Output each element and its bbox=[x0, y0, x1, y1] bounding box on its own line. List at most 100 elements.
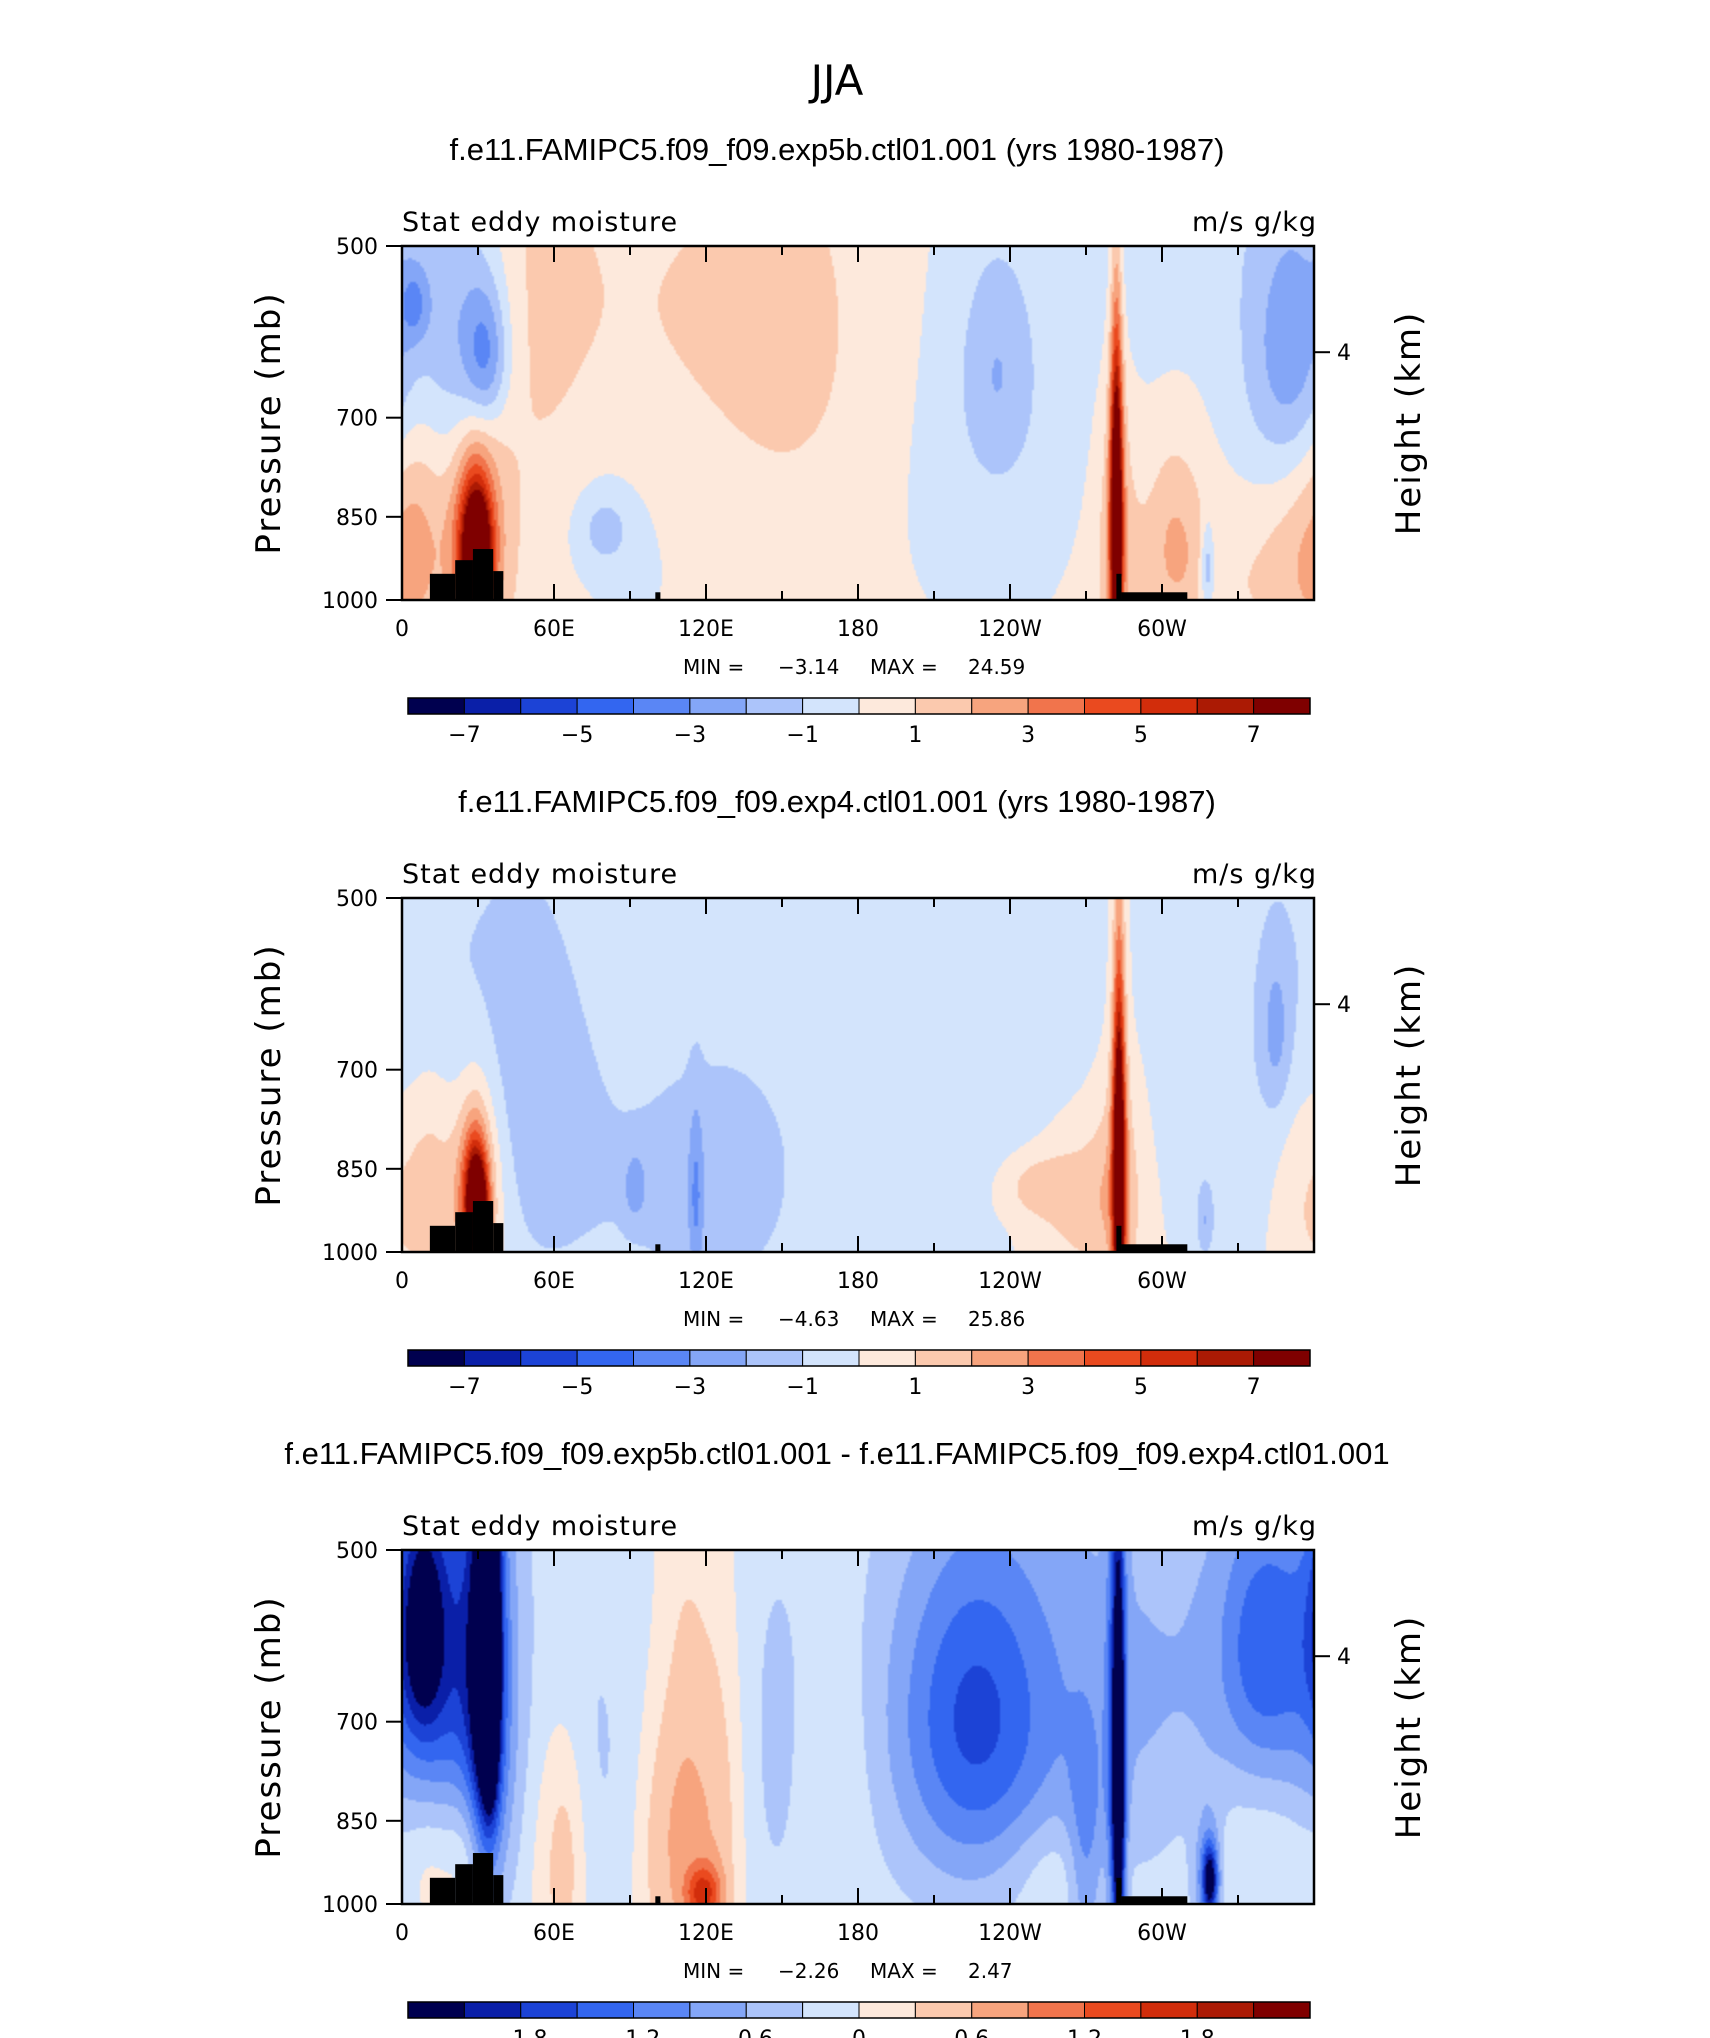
colorbar-box bbox=[463, 1349, 522, 1367]
x-tick-label: 120W bbox=[978, 1269, 1042, 1294]
min-value: −3.14 bbox=[778, 655, 839, 679]
colorbar-label: 1.2 bbox=[1067, 2027, 1102, 2038]
colorbar-box bbox=[802, 2001, 860, 2019]
colorbar-box bbox=[520, 697, 578, 715]
y-tick-label: 1000 bbox=[322, 1241, 378, 1266]
colorbar-box bbox=[1253, 697, 1311, 715]
topography-mask bbox=[472, 1201, 494, 1252]
y-tick-label: 1000 bbox=[322, 589, 378, 614]
topography-mask bbox=[429, 1877, 456, 1904]
x-tick-label: 60W bbox=[1137, 617, 1187, 642]
panel-title: f.e11.FAMIPC5.f09_f09.exp5b.ctl01.001 - … bbox=[284, 1436, 1389, 1471]
colorbar-box bbox=[407, 2001, 465, 2019]
colorbar-box bbox=[520, 2001, 578, 2019]
colorbar-box bbox=[1084, 2001, 1142, 2019]
y-tick-label: 700 bbox=[336, 407, 378, 432]
x-tick-label: 0 bbox=[395, 1921, 409, 1946]
x-tick-label: 0 bbox=[395, 617, 409, 642]
colorbar-box bbox=[689, 697, 747, 715]
colorbar-box bbox=[407, 697, 465, 715]
colorbar-label: −3 bbox=[674, 723, 706, 748]
x-tick-label: 60E bbox=[533, 1269, 575, 1294]
left-string: Stat eddy moisture bbox=[402, 207, 678, 238]
x-tick-label: 60W bbox=[1137, 1921, 1187, 1946]
y-right-axis-title: Height (km) bbox=[1389, 963, 1429, 1188]
colorbar-label: −1.8 bbox=[494, 2027, 547, 2038]
chart-panel-1: f.e11.FAMIPC5.f09_f09.exp5b.ctl01.001 (y… bbox=[249, 132, 1429, 748]
max-label: MAX = bbox=[870, 1959, 938, 1983]
topography-mask bbox=[1116, 1225, 1122, 1252]
y-axis-title: Pressure (mb) bbox=[249, 291, 289, 554]
y-tick-label: 850 bbox=[336, 1810, 378, 1835]
min-label: MIN = bbox=[683, 1307, 744, 1331]
colorbar-box bbox=[1140, 697, 1198, 715]
y-tick-label: 700 bbox=[336, 1711, 378, 1736]
y-tick-label: 1000 bbox=[322, 1893, 378, 1918]
max-label: MAX = bbox=[870, 1307, 938, 1331]
colorbar: −1.8 −1.2 −0.6 0 0.6 1.2 1.8 bbox=[407, 2001, 1311, 2038]
topography-mask bbox=[455, 1212, 473, 1252]
colorbar-box bbox=[576, 697, 634, 715]
colorbar-label: 1 bbox=[908, 723, 922, 748]
topography-mask bbox=[655, 1896, 661, 1904]
colorbar-box bbox=[1140, 1349, 1198, 1367]
topography-mask bbox=[455, 560, 473, 600]
colorbar-box bbox=[1253, 1349, 1311, 1367]
colorbar-box bbox=[407, 1349, 465, 1367]
y-right-axis-title: Height (km) bbox=[1389, 1615, 1429, 1840]
colorbar-box bbox=[689, 1349, 747, 1367]
colorbar-label: 7 bbox=[1247, 1375, 1261, 1400]
colorbar-label: −1.2 bbox=[607, 2027, 660, 2038]
figure-title: JJA bbox=[808, 56, 864, 105]
colorbar-box bbox=[971, 1349, 1029, 1367]
colorbar-box bbox=[745, 1349, 804, 1367]
colorbar-box bbox=[1084, 1349, 1142, 1367]
colorbar-label: 3 bbox=[1021, 723, 1035, 748]
x-tick-label: 180 bbox=[837, 1921, 879, 1946]
colorbar-box bbox=[1027, 1349, 1085, 1367]
colorbar-box bbox=[802, 697, 860, 715]
colorbar-label: 7 bbox=[1247, 723, 1261, 748]
colorbar-box bbox=[858, 697, 916, 715]
panel-title: f.e11.FAMIPC5.f09_f09.exp5b.ctl01.001 (y… bbox=[450, 132, 1225, 167]
min-value: −2.26 bbox=[778, 1959, 839, 1983]
colorbar-box bbox=[1196, 1349, 1255, 1367]
colorbar-box bbox=[1196, 697, 1255, 715]
y-axis-title: Pressure (mb) bbox=[249, 1595, 289, 1858]
x-tick-label: 60E bbox=[533, 617, 575, 642]
right-string: m/s g/kg bbox=[1192, 1511, 1317, 1542]
min-label: MIN = bbox=[683, 1959, 744, 1983]
chart-panel-3: f.e11.FAMIPC5.f09_f09.exp5b.ctl01.001 - … bbox=[249, 1436, 1429, 2038]
colorbar-box bbox=[802, 1349, 860, 1367]
colorbar-box bbox=[1196, 2001, 1255, 2019]
colorbar-frame bbox=[407, 2001, 1311, 2019]
x-tick-label: 0 bbox=[395, 1269, 409, 1294]
colorbar-box bbox=[689, 2001, 747, 2019]
topography-mask bbox=[1121, 1896, 1188, 1904]
y-right-tick-label: 4 bbox=[1337, 1645, 1351, 1670]
left-string: Stat eddy moisture bbox=[402, 859, 678, 890]
colorbar-label: −5 bbox=[561, 723, 593, 748]
topography-mask bbox=[655, 592, 661, 600]
x-tick-label: 120W bbox=[978, 617, 1042, 642]
colorbar-label: −0.6 bbox=[720, 2027, 773, 2038]
colorbar-label: 1.8 bbox=[1180, 2027, 1215, 2038]
colorbar-box bbox=[1027, 697, 1085, 715]
y-tick-label: 850 bbox=[336, 506, 378, 531]
topography-mask bbox=[472, 549, 494, 600]
colorbar-label: 0.6 bbox=[954, 2027, 989, 2038]
colorbar-box bbox=[971, 697, 1029, 715]
right-string: m/s g/kg bbox=[1192, 207, 1317, 238]
colorbar-label: −7 bbox=[448, 1375, 480, 1400]
colorbar-box bbox=[745, 697, 804, 715]
colorbar-frame bbox=[407, 697, 1311, 715]
x-tick-label: 180 bbox=[837, 1269, 879, 1294]
y-tick-label: 500 bbox=[336, 1539, 378, 1564]
panels: f.e11.FAMIPC5.f09_f09.exp5b.ctl01.001 (y… bbox=[249, 132, 1429, 2038]
topography-mask bbox=[493, 571, 504, 600]
panel-title: f.e11.FAMIPC5.f09_f09.exp4.ctl01.001 (yr… bbox=[458, 784, 1216, 819]
y-right-axis-title: Height (km) bbox=[1389, 311, 1429, 536]
y-tick-label: 700 bbox=[336, 1059, 378, 1084]
topography-mask bbox=[493, 1223, 504, 1252]
x-tick-label: 120E bbox=[678, 1921, 734, 1946]
